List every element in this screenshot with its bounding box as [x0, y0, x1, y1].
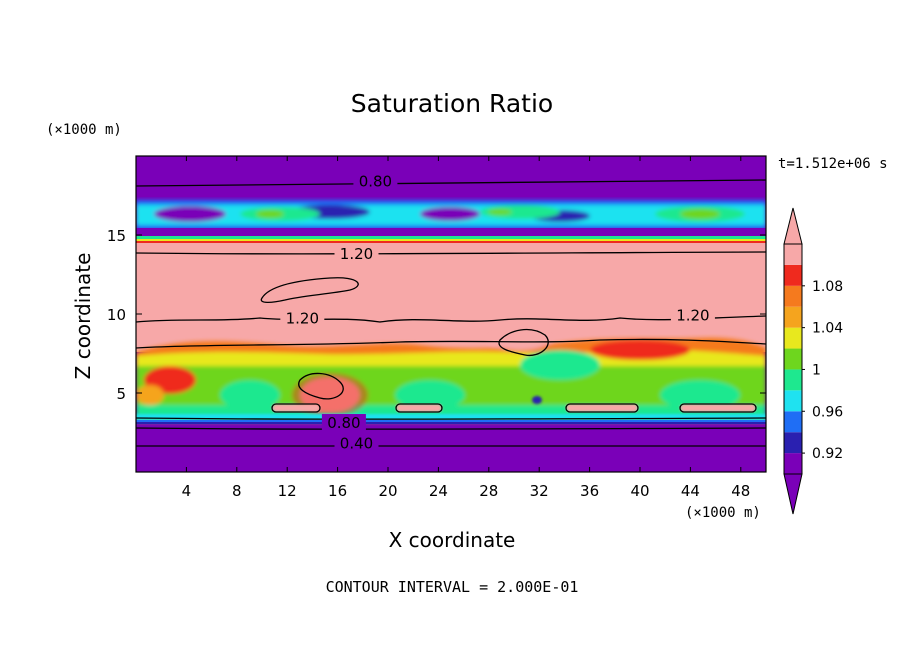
contour-label-bg	[353, 172, 398, 189]
contour-label: 1.20	[340, 245, 373, 263]
x-tick-label: 8	[232, 482, 242, 500]
time-label: t=1.512e+06 s	[778, 156, 888, 172]
colorbar-segment	[784, 390, 802, 412]
contour-label: 0.40	[340, 435, 373, 453]
colorbar-tick-label: 1	[812, 362, 821, 378]
y-unit-label: (×1000 m)	[46, 122, 122, 138]
x-tick-label: 36	[580, 482, 599, 500]
chart-title: Saturation Ratio	[351, 89, 553, 118]
x-axis-title: X coordinate	[389, 528, 516, 552]
colorbar-tick-label: 0.92	[812, 446, 843, 462]
x-tick-label: 4	[182, 482, 192, 500]
y-axis: 5 10 15	[107, 227, 766, 403]
colorbar-segment	[784, 244, 802, 265]
heatmap-plot-area: 0.80 1.20 1.20 1.20 0.80 0.40	[136, 156, 766, 472]
colorbar-segment	[784, 411, 802, 433]
colorbar-upper-extension	[783, 207, 803, 245]
contour-interval-label: CONTOUR INTERVAL = 2.000E-01	[326, 578, 579, 596]
colorbar-tick-label: 1.04	[812, 321, 843, 337]
colorbar-segment	[784, 348, 802, 370]
x-tick-label: 40	[630, 482, 649, 500]
colorbar-segment	[784, 369, 802, 391]
x-tick-label: 28	[479, 482, 498, 500]
colorbar-segment	[784, 327, 802, 349]
y-tick-label: 5	[116, 385, 126, 403]
y-axis-title: Z coordinate	[71, 253, 95, 380]
colorbar: 0.92 0.96 1 1.04 1.08	[783, 207, 843, 515]
y-tick-label: 15	[107, 227, 126, 245]
contour-label-bg	[670, 306, 715, 323]
contour-label: 0.80	[327, 414, 360, 432]
x-tick-label: 16	[328, 482, 347, 500]
band-saturated	[136, 242, 766, 352]
x-tick-label: 32	[530, 482, 549, 500]
x-unit-label: (×1000 m)	[685, 505, 761, 521]
contour-label-bg	[321, 414, 366, 431]
x-axis: 4 8 12 16 20 24 28 32 36 40 44 48	[182, 156, 750, 500]
y-tick-label: 10	[107, 306, 126, 324]
contour-label-bg	[280, 309, 325, 326]
contour-label-bg	[334, 244, 379, 261]
colorbar-lower-extension	[783, 473, 803, 515]
colorbar-tick-label: 0.96	[812, 404, 843, 420]
contour-label-bg	[334, 434, 379, 451]
colorbar-segment	[784, 264, 802, 286]
colorbar-segment	[784, 432, 802, 454]
colorbar-tick-label: 1.08	[812, 279, 843, 295]
contour-label: 1.20	[676, 307, 709, 325]
colorbar-segment	[784, 453, 802, 474]
contour-label: 1.20	[286, 310, 319, 328]
contour-label: 0.80	[359, 172, 392, 190]
x-tick-label: 24	[429, 482, 448, 500]
x-tick-label: 48	[731, 482, 750, 500]
x-tick-label: 12	[278, 482, 297, 500]
colorbar-segment	[784, 285, 802, 307]
x-tick-label: 20	[378, 482, 397, 500]
colorbar-frame	[783, 243, 803, 475]
colorbar-segment	[784, 306, 802, 328]
x-tick-label: 44	[681, 482, 700, 500]
